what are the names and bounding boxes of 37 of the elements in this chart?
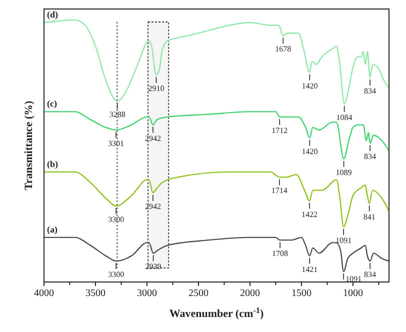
annotation: 1422 — [301, 210, 318, 219]
annotation: 2942 — [144, 134, 161, 143]
x-tick-label: 3500 — [85, 288, 106, 299]
annotation: 1712 — [272, 126, 288, 135]
series-label: (c) — [47, 98, 57, 109]
annotation: 834 — [364, 270, 376, 280]
annotation: 3300 — [108, 270, 124, 280]
x-tick-label: 3000 — [136, 288, 157, 299]
x-tick-label: 1500 — [291, 288, 312, 299]
annotation: 2942 — [144, 202, 161, 211]
annotation: 1420 — [302, 81, 318, 90]
annotation: 3288 — [109, 110, 126, 120]
y-axis-title: Transmittance (%) — [23, 100, 35, 190]
annotation: 1084 — [336, 112, 352, 122]
x-axis-title: Wavenumber (cm$^{-1}$) — [169, 306, 264, 320]
x-tick-label: 2500 — [188, 288, 208, 299]
annotation: 1714 — [271, 186, 288, 196]
annotation: 1420 — [302, 146, 318, 156]
annotation: 841 — [363, 212, 376, 222]
annotation: 834 — [364, 152, 376, 162]
annotation: 1708 — [272, 249, 288, 258]
x-tick-label: 1000 — [342, 288, 363, 299]
annotation: 1089 — [336, 168, 352, 177]
x-tick-label: 2000 — [240, 288, 260, 299]
annotation: 1091 — [346, 274, 362, 284]
x-tick-label: 4000 — [34, 288, 54, 299]
annotation: 1421 — [302, 264, 318, 274]
annotation: 3301 — [108, 139, 124, 148]
annotation: 2910 — [148, 84, 164, 94]
annotation: 2939 — [145, 262, 162, 272]
series-label: (d) — [47, 10, 58, 20]
annotation: 1678 — [275, 44, 292, 54]
annotation: 834 — [364, 86, 376, 96]
series-label: (a) — [47, 224, 58, 234]
series-label: (b) — [47, 158, 58, 169]
annotation: 1091 — [336, 236, 352, 245]
annotation: 3300 — [108, 215, 124, 224]
